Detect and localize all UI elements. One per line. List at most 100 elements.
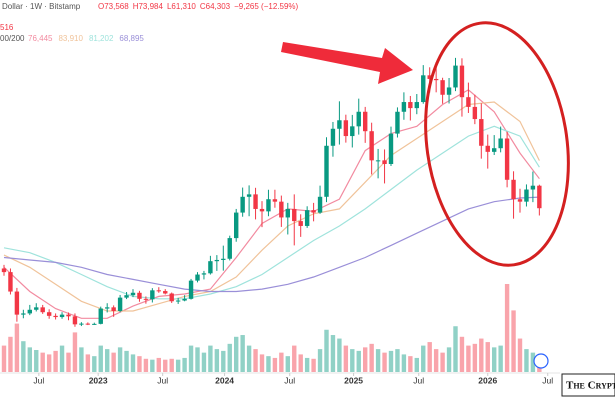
volume-bar bbox=[343, 345, 349, 372]
candle-body bbox=[240, 196, 245, 213]
x-tick-label: Jul bbox=[157, 375, 168, 385]
volume-bar bbox=[105, 349, 110, 372]
volume-bar bbox=[433, 349, 439, 372]
candle-body bbox=[214, 259, 220, 262]
volume-bar bbox=[453, 326, 458, 372]
volume-bar bbox=[259, 354, 265, 372]
volume-bar bbox=[511, 310, 516, 372]
candle-body bbox=[105, 307, 110, 309]
candle-body bbox=[363, 111, 368, 132]
volume-bar bbox=[40, 352, 45, 372]
candle-body bbox=[175, 300, 181, 302]
candle-body bbox=[124, 295, 129, 298]
candle-body bbox=[530, 185, 536, 190]
candle-body bbox=[472, 106, 478, 120]
candle-body bbox=[266, 199, 271, 212]
volume-bar bbox=[356, 350, 361, 372]
moving-average bbox=[3, 89, 540, 319]
candle-body bbox=[234, 212, 239, 239]
candle-body bbox=[272, 199, 278, 202]
volume-bar bbox=[182, 357, 187, 372]
candle-body bbox=[79, 323, 84, 325]
volume-bar bbox=[201, 352, 207, 372]
x-tick-label: Jul bbox=[542, 375, 553, 385]
volume-bar bbox=[466, 345, 471, 372]
candle-body bbox=[356, 111, 361, 127]
volume-bar bbox=[240, 335, 245, 372]
candle-body bbox=[111, 307, 116, 311]
volume-bar bbox=[253, 349, 258, 372]
watermark-box bbox=[561, 373, 615, 397]
extra-label: 516 bbox=[0, 23, 14, 32]
logo-icon bbox=[533, 353, 549, 369]
candle-body bbox=[350, 126, 355, 137]
volume-bar bbox=[363, 347, 368, 372]
volume-bar bbox=[485, 342, 490, 372]
volume-bar bbox=[221, 350, 226, 372]
annotation-ellipse bbox=[424, 21, 570, 267]
candle-body bbox=[485, 145, 490, 152]
volume-bar bbox=[163, 359, 168, 372]
candle-body bbox=[98, 308, 103, 324]
plot-area bbox=[1, 57, 542, 372]
volume-bar bbox=[66, 352, 71, 372]
volume-bar bbox=[137, 356, 142, 372]
candle-body bbox=[446, 87, 452, 95]
ma-value: 83,910 bbox=[58, 34, 83, 43]
candle-body bbox=[279, 201, 284, 218]
volume-bar bbox=[111, 352, 116, 372]
volume-bar bbox=[285, 356, 290, 372]
candle-body bbox=[292, 208, 297, 222]
x-tick-label: 2026 bbox=[478, 375, 497, 385]
candle-body bbox=[246, 194, 252, 197]
candle-body bbox=[401, 102, 407, 112]
volume-bar bbox=[375, 349, 381, 372]
candle-body bbox=[433, 78, 439, 81]
volume-bar bbox=[427, 342, 432, 372]
volume-bar bbox=[440, 352, 445, 372]
volume-bar bbox=[227, 343, 232, 372]
volume-bar bbox=[498, 345, 503, 372]
volume-bar bbox=[492, 347, 497, 372]
candle-body bbox=[421, 75, 426, 103]
x-tick-label: 2025 bbox=[344, 375, 363, 385]
candle-body bbox=[317, 196, 323, 213]
volume-bar bbox=[292, 345, 297, 372]
volume-bar bbox=[330, 335, 336, 372]
volume-bar bbox=[130, 354, 136, 372]
volume-bar bbox=[298, 354, 303, 372]
candle-body bbox=[201, 273, 207, 275]
volume-bar bbox=[175, 359, 181, 372]
volume-bar bbox=[317, 349, 323, 372]
candle-body bbox=[169, 293, 174, 302]
candle-body bbox=[492, 148, 497, 152]
volume-bar bbox=[150, 359, 155, 372]
candle-body bbox=[304, 210, 310, 226]
candle-body bbox=[517, 199, 523, 202]
candle-body bbox=[40, 307, 45, 313]
candle-body bbox=[337, 120, 342, 129]
candle-body bbox=[298, 221, 303, 226]
volume-bar bbox=[124, 350, 129, 372]
volume-bar bbox=[8, 336, 13, 372]
candle-body bbox=[1, 268, 7, 273]
volume-bar bbox=[421, 345, 426, 372]
volume-bar bbox=[311, 358, 316, 372]
candle-body bbox=[21, 313, 26, 315]
volume-bar bbox=[530, 352, 536, 372]
moving-average bbox=[3, 196, 540, 293]
volume-bar bbox=[459, 336, 465, 372]
ohlc-value: H73,984 bbox=[133, 2, 164, 11]
volume-bar bbox=[214, 349, 220, 372]
candle-body bbox=[414, 102, 419, 109]
ma-value: 76,445 bbox=[28, 34, 53, 43]
ma-value: 81,202 bbox=[89, 34, 114, 43]
x-tick-label: Jul bbox=[413, 375, 424, 385]
candle-body bbox=[511, 179, 516, 200]
candle-body bbox=[182, 298, 187, 301]
volume-bar bbox=[208, 345, 213, 372]
volume-bar bbox=[388, 350, 394, 372]
volume-bar bbox=[304, 357, 310, 372]
candle-body bbox=[440, 80, 445, 95]
volume-bar bbox=[92, 356, 97, 372]
